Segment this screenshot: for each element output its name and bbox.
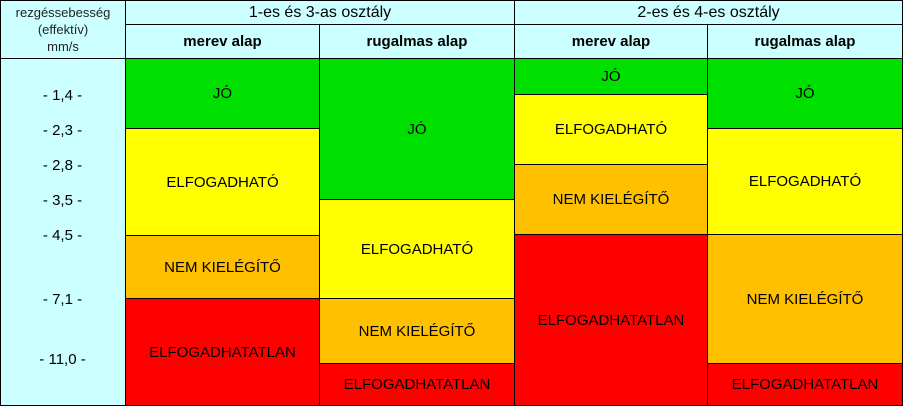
subheader: merev alap	[125, 24, 320, 59]
zone-unacceptable: ELFOGADHATATLAN	[707, 363, 903, 406]
zone-good: JÓ	[125, 58, 320, 129]
axis-title-line: (effektív)	[37, 22, 89, 37]
axis-column	[0, 58, 126, 406]
tick-label: - 2,8 -	[42, 157, 83, 174]
zone-acceptable: ELFOGADHATÓ	[319, 199, 515, 299]
tick-label: - 7,1 -	[42, 291, 83, 308]
tick-label: - 2,3 -	[42, 122, 83, 139]
axis-title-line: rezgéssebesség	[15, 5, 111, 20]
zone-acceptable: ELFOGADHATÓ	[707, 128, 903, 235]
tick-label: - 4,5 -	[42, 227, 83, 244]
axis-header: rezgéssebesség (effektív) mm/s	[0, 0, 126, 59]
subheader: rugalmas alap	[319, 24, 515, 59]
tick-label: - 3,5 -	[42, 192, 83, 209]
axis-title-line: mm/s	[47, 39, 79, 54]
group-header-2-4: 2-es és 4-es osztály	[514, 0, 903, 25]
zone-good: JÓ	[319, 58, 515, 200]
zone-unacceptable: ELFOGADHATATLAN	[125, 298, 320, 406]
zone-good: JÓ	[707, 58, 903, 129]
subheader: rugalmas alap	[707, 24, 903, 59]
group-header-1-3: 1-es és 3-as osztály	[125, 0, 515, 25]
tick-label: - 11,0 -	[39, 351, 86, 368]
zone-unsatisfactory: NEM KIELÉGÍTŐ	[707, 234, 903, 364]
zone-unsatisfactory: NEM KIELÉGÍTŐ	[319, 298, 515, 364]
zone-good: JÓ	[514, 58, 708, 95]
zone-unsatisfactory: NEM KIELÉGÍTŐ	[125, 235, 320, 299]
zone-acceptable: ELFOGADHATÓ	[125, 128, 320, 236]
zone-acceptable: ELFOGADHATÓ	[514, 94, 708, 165]
zone-unsatisfactory: NEM KIELÉGÍTŐ	[514, 164, 708, 235]
zone-unacceptable: ELFOGADHATATLAN	[514, 234, 708, 406]
tick-label: - 1,4 -	[42, 87, 83, 104]
zone-unacceptable: ELFOGADHATATLAN	[319, 363, 515, 406]
subheader: merev alap	[514, 24, 708, 59]
